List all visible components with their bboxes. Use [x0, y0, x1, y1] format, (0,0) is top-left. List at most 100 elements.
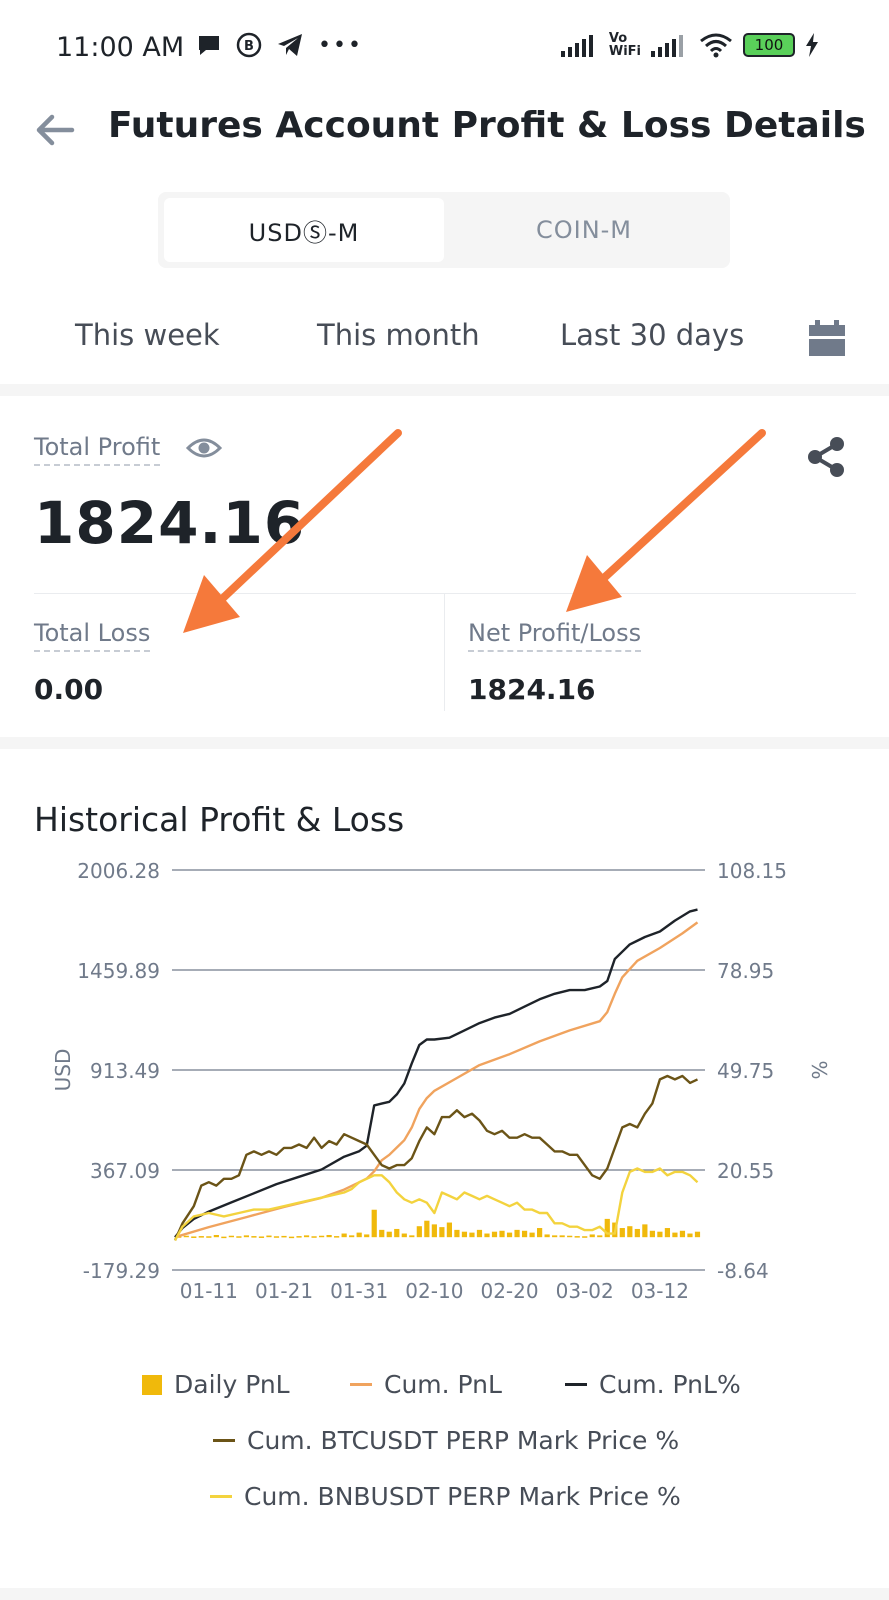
- x-tick-label: 01-11: [180, 1279, 238, 1303]
- section-divider-2: [0, 737, 889, 749]
- legend-cum-pnl-pct[interactable]: Cum. PnL%: [565, 1370, 741, 1399]
- total-loss-value: 0.00: [34, 673, 104, 706]
- daily-pnl-bar: [469, 1232, 475, 1238]
- legend-btc[interactable]: Cum. BTCUSDT PERP Mark Price %: [213, 1426, 679, 1455]
- daily-pnl-bar: [364, 1234, 370, 1238]
- status-bar: 11:00 AM B ••• Vo WiFi 100: [0, 0, 889, 90]
- daily-pnl-bar: [679, 1230, 686, 1238]
- daily-pnl-bar: [409, 1235, 415, 1238]
- calendar-icon[interactable]: [808, 318, 846, 358]
- daily-pnl-bar: [567, 1235, 573, 1238]
- legend-swatch-btc: [213, 1439, 235, 1442]
- y2-tick-label: 108.15: [717, 859, 787, 883]
- back-arrow-icon[interactable]: [30, 103, 80, 153]
- daily-pnl-bars: [176, 1209, 701, 1239]
- x-tick-label: 02-10: [405, 1279, 463, 1303]
- legend-swatch-daily-pnl: [142, 1374, 162, 1395]
- margin-type-tabs: USDⓈ-M COIN-M: [158, 192, 730, 268]
- range-this-week[interactable]: This week: [75, 318, 220, 352]
- signal-2-icon: [651, 35, 683, 57]
- daily-pnl-bar: [664, 1228, 671, 1238]
- legend-label-daily-pnl: Daily PnL: [174, 1370, 290, 1399]
- daily-pnl-bar: [597, 1235, 603, 1238]
- daily-pnl-bar: [657, 1231, 663, 1238]
- total-profit-label[interactable]: Total Profit: [34, 433, 161, 466]
- daily-pnl-bar: [634, 1228, 640, 1238]
- legend-swatch-bnb: [210, 1495, 232, 1498]
- chart-lines: [173, 908, 699, 1241]
- legend-bnb[interactable]: Cum. BNBUSDT PERP Mark Price %: [210, 1482, 681, 1511]
- daily-pnl-bar: [303, 1235, 310, 1238]
- daily-pnl-bar: [687, 1233, 693, 1238]
- y-tick-label: 367.09: [90, 1159, 160, 1183]
- net-profit-loss-label[interactable]: Net Profit/Loss: [468, 619, 642, 652]
- notification-icons: B •••: [196, 32, 363, 58]
- series-line-4: [173, 1167, 699, 1241]
- daily-pnl-bar: [394, 1228, 400, 1238]
- daily-pnl-bar: [461, 1231, 468, 1238]
- share-icon[interactable]: [804, 435, 848, 479]
- daily-pnl-bar: [506, 1232, 513, 1238]
- daily-pnl-bar: [672, 1232, 678, 1238]
- daily-pnl-bar: [386, 1231, 392, 1238]
- x-tick-label: 01-21: [255, 1279, 313, 1303]
- legend-cum-pnl[interactable]: Cum. PnL: [350, 1370, 502, 1399]
- vowifi-top: Vo: [608, 31, 628, 46]
- daily-pnl-bar: [296, 1236, 302, 1238]
- chart-legend: Daily PnL Cum. PnL Cum. PnL% Cum. BTCUSD…: [0, 1360, 889, 1540]
- eye-icon[interactable]: [186, 433, 222, 463]
- summary-divider: [34, 593, 856, 594]
- b-badge-icon: B: [236, 32, 262, 58]
- x-tick-label: 01-31: [330, 1279, 388, 1303]
- legend-label-cum-pnl-pct: Cum. PnL%: [599, 1370, 741, 1399]
- legend-label-bnb: Cum. BNBUSDT PERP Mark Price %: [244, 1482, 681, 1511]
- x-tick-label: 02-20: [480, 1279, 538, 1303]
- charging-icon: [806, 33, 818, 57]
- date-range-filters: This week This month Last 30 days: [0, 310, 889, 370]
- y-axis-title: USD: [51, 1049, 75, 1092]
- series-line-1: [174, 921, 699, 1239]
- daily-pnl-bar: [476, 1229, 483, 1238]
- tab-usds-m[interactable]: USDⓈ-M: [164, 198, 444, 262]
- chart-grid: [172, 869, 705, 1271]
- y2-tick-label: 78.95: [717, 959, 774, 983]
- daily-pnl-bar: [694, 1231, 701, 1238]
- range-this-month[interactable]: This month: [317, 318, 480, 352]
- net-profit-loss-value: 1824.16: [468, 673, 596, 706]
- y-tick-label: 913.49: [90, 1059, 160, 1083]
- battery-indicator: 100: [743, 33, 795, 57]
- daily-pnl-bar: [349, 1235, 355, 1238]
- daily-pnl-bar: [243, 1235, 250, 1238]
- range-last-30-days[interactable]: Last 30 days: [560, 318, 745, 352]
- chart-labels: 2006.28 108.15 1459.89 78.95 913.49 49.75 367.…: [51, 859, 831, 1303]
- daily-pnl-bar: [221, 1236, 227, 1239]
- daily-pnl-bar: [198, 1236, 204, 1238]
- series-line-3: [173, 1074, 699, 1241]
- daily-pnl-bar: [431, 1224, 437, 1238]
- total-profit-value: 1824.16: [34, 489, 306, 557]
- pnl-summary: Total Profit 1824.16 Total Loss 0.00 Net…: [0, 405, 889, 750]
- legend-label-cum-pnl: Cum. PnL: [384, 1370, 502, 1399]
- total-loss-label[interactable]: Total Loss: [34, 619, 151, 652]
- daily-pnl-bar: [416, 1226, 422, 1238]
- legend-daily-pnl[interactable]: Daily PnL: [142, 1370, 290, 1399]
- daily-pnl-bar: [281, 1235, 287, 1238]
- y2-tick-label: 49.75: [717, 1059, 774, 1083]
- daily-pnl-bar: [552, 1235, 558, 1238]
- daily-pnl-bar: [356, 1232, 362, 1238]
- wifi-icon: [700, 33, 732, 58]
- page-header: Futures Account Profit & Loss Details: [0, 95, 889, 165]
- daily-pnl-bar: [604, 1218, 610, 1238]
- tab-coin-m[interactable]: COIN-M: [535, 216, 633, 244]
- y-tick-label: 1459.89: [77, 959, 160, 983]
- daily-pnl-bar: [454, 1229, 460, 1238]
- daily-pnl-bar: [499, 1230, 505, 1238]
- daily-pnl-bar: [559, 1235, 565, 1238]
- daily-pnl-bar: [258, 1236, 265, 1238]
- svg-text:B: B: [244, 39, 254, 54]
- daily-pnl-bar: [341, 1233, 347, 1238]
- daily-pnl-bar: [288, 1236, 295, 1239]
- annotation-arrow-right: [566, 429, 766, 612]
- daily-pnl-bar: [334, 1236, 340, 1238]
- daily-pnl-bar: [484, 1233, 490, 1238]
